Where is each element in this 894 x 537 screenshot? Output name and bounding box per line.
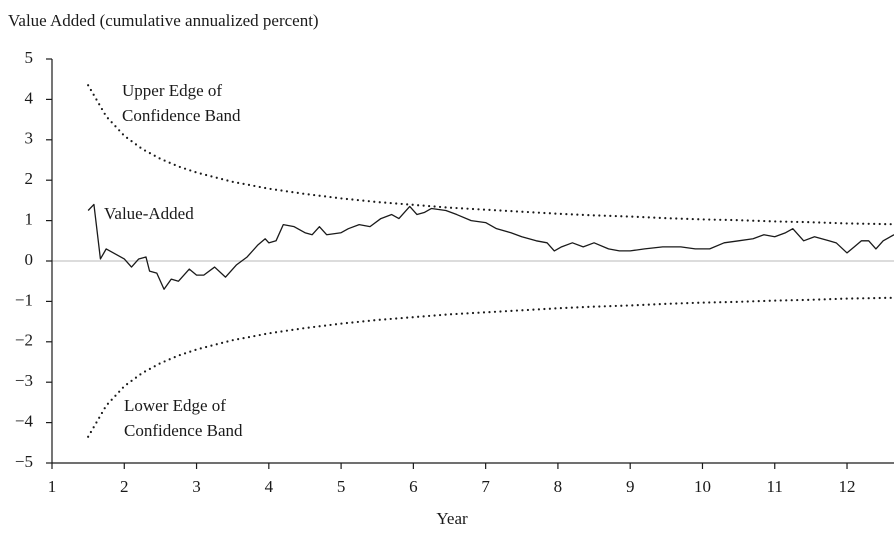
x-tick-label: 9: [626, 477, 635, 496]
y-tick-label: −2: [15, 331, 33, 350]
x-tick-label: 7: [481, 477, 490, 496]
x-tick-label: 6: [409, 477, 418, 496]
annotation: Value-Added: [104, 204, 194, 223]
annotation: Confidence Band: [122, 106, 241, 125]
y-tick-label: 3: [25, 129, 34, 148]
y-tick-label: −3: [15, 371, 33, 390]
y-tick-label: −5: [15, 452, 33, 471]
x-tick-label: 11: [767, 477, 783, 496]
x-tick-label: 10: [694, 477, 711, 496]
annotation: Upper Edge of: [122, 81, 222, 100]
x-tick-label: 1: [48, 477, 57, 496]
x-axis-label: Year: [436, 509, 468, 528]
x-tick-label: 2: [120, 477, 129, 496]
x-tick-label: 4: [265, 477, 274, 496]
y-tick-label: 5: [25, 48, 34, 67]
x-tick-label: 12: [839, 477, 856, 496]
annotation: Lower Edge of: [124, 396, 226, 415]
y-tick-label: −4: [15, 412, 34, 431]
y-tick-label: −1: [15, 290, 33, 309]
y-tick-label: 4: [25, 88, 34, 107]
band-line: [87, 296, 894, 438]
x-tick-label: 8: [554, 477, 563, 496]
y-tick-label: 2: [25, 169, 34, 188]
y-tick-label: 1: [25, 210, 34, 229]
y-axis-label: Value Added (cumulative annualized perce…: [8, 11, 319, 30]
x-tick-label: 3: [192, 477, 201, 496]
x-tick-label: 5: [337, 477, 346, 496]
y-tick-label: 0: [25, 250, 34, 269]
annotation: Confidence Band: [124, 421, 243, 440]
value-line: [87, 203, 894, 290]
